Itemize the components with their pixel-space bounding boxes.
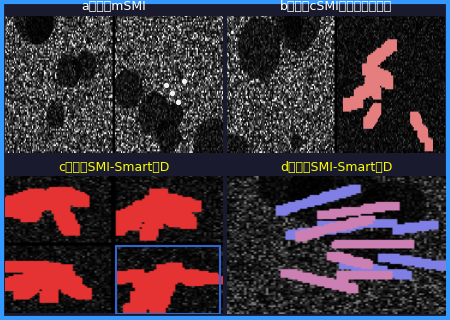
Point — [163, 82, 170, 87]
Point — [175, 100, 182, 105]
Point — [169, 91, 176, 96]
Text: a：造影mSMI: a：造影mSMI — [81, 0, 146, 13]
Point — [181, 79, 188, 84]
Text: b：造影cSMI＋キャプチャー: b：造影cSMI＋キャプチャー — [280, 0, 392, 13]
Text: d：造影SMI-Smart３D: d：造影SMI-Smart３D — [280, 161, 392, 174]
Bar — [116, 246, 220, 314]
Text: c：造影SMI-Smart３D: c：造影SMI-Smart３D — [58, 161, 169, 174]
